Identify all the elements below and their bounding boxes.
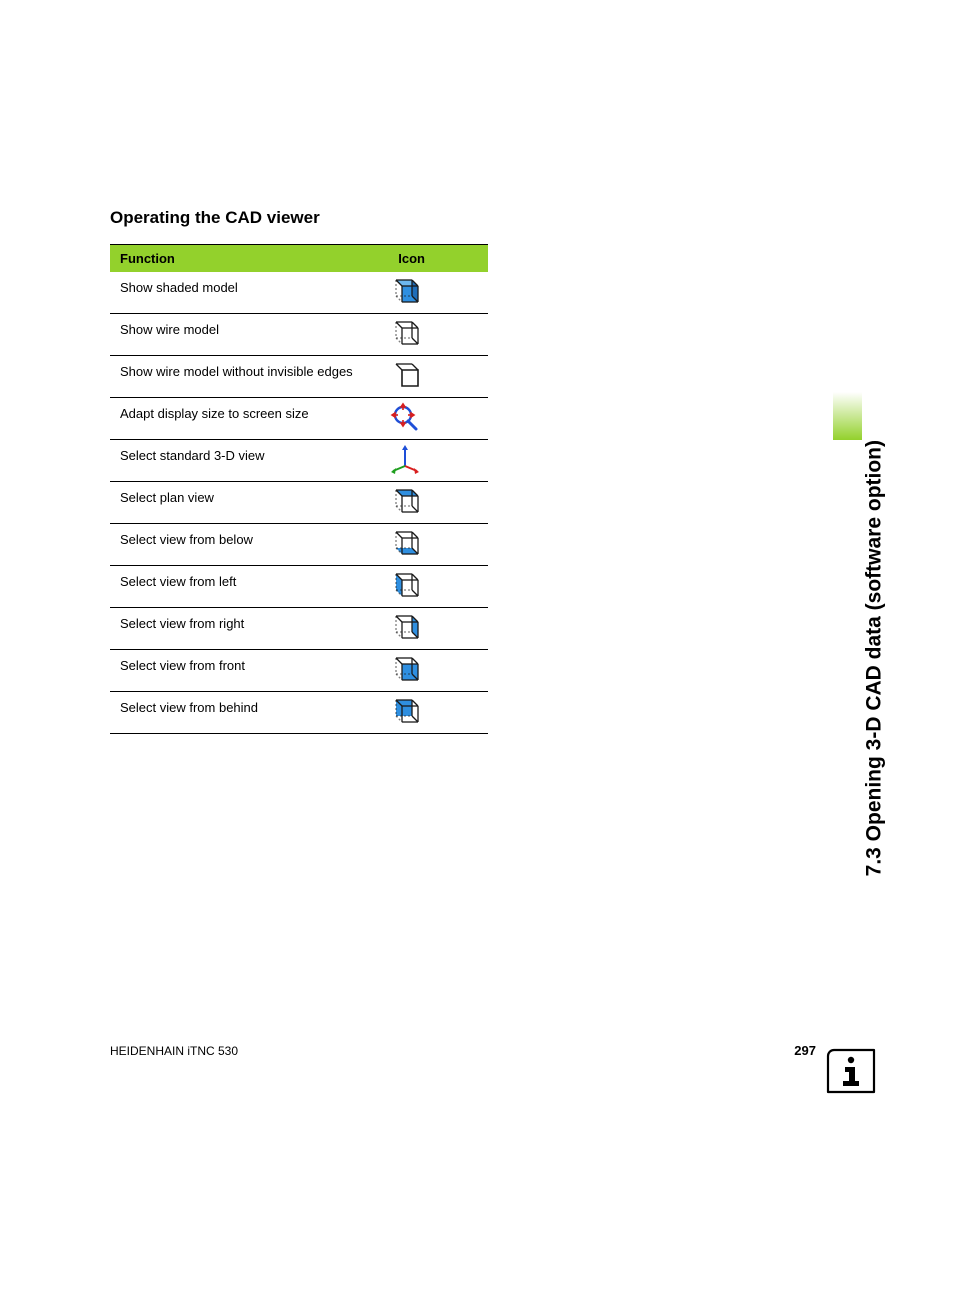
side-section-title: 7.3 Opening 3-D CAD data (software optio…: [862, 440, 886, 876]
function-label: Select view from right: [110, 608, 388, 650]
functions-tbody: Show shaded modelShow wire modelShow wir…: [110, 272, 488, 734]
th-function: Function: [110, 245, 388, 273]
footer-page-number: 297: [794, 1043, 816, 1058]
face-front-icon-cell: [388, 650, 488, 692]
function-label: Select view from left: [110, 566, 388, 608]
section-heading: Operating the CAD viewer: [110, 208, 320, 228]
table-row: Select view from behind: [110, 692, 488, 734]
table-row: Select view from left: [110, 566, 488, 608]
wire-icon-cell: [388, 314, 488, 356]
function-label: Select view from behind: [110, 692, 388, 734]
face-bottom-icon-cell: [388, 524, 488, 566]
face-front-icon: [388, 654, 422, 684]
functions-table: Function Icon Show shaded modelShow wire…: [110, 244, 488, 734]
zoom-fit-icon: [388, 402, 422, 432]
zoom-fit-icon-cell: [388, 398, 488, 440]
table-row: Show wire model without invisible edges: [110, 356, 488, 398]
face-back-icon-cell: [388, 692, 488, 734]
function-label: Select view from below: [110, 524, 388, 566]
face-top-icon-cell: [388, 482, 488, 524]
shaded-icon: [388, 276, 422, 306]
function-label: Select plan view: [110, 482, 388, 524]
footer-product: HEIDENHAIN iTNC 530: [110, 1044, 238, 1058]
face-left-icon: [388, 570, 422, 600]
function-label: Select view from front: [110, 650, 388, 692]
face-left-icon-cell: [388, 566, 488, 608]
table-row: Select view from right: [110, 608, 488, 650]
table-row: Adapt display size to screen size: [110, 398, 488, 440]
table-row: Select plan view: [110, 482, 488, 524]
face-back-icon: [388, 696, 422, 726]
function-label: Select standard 3-D view: [110, 440, 388, 482]
th-icon: Icon: [388, 245, 488, 273]
side-accent: [833, 392, 862, 440]
face-bottom-icon: [388, 528, 422, 558]
table-row: Select standard 3-D view: [110, 440, 488, 482]
function-label: Show shaded model: [110, 272, 388, 314]
wire-front-icon: [388, 360, 422, 390]
table-row: Select view from below: [110, 524, 488, 566]
face-top-icon: [388, 486, 422, 516]
function-label: Show wire model without invisible edges: [110, 356, 388, 398]
wire-icon: [388, 318, 422, 348]
function-label: Adapt display size to screen size: [110, 398, 388, 440]
axes-icon-cell: [388, 440, 488, 482]
face-right-icon: [388, 612, 422, 642]
table-row: Select view from front: [110, 650, 488, 692]
wire-front-icon-cell: [388, 356, 488, 398]
shaded-icon-cell: [388, 272, 488, 314]
face-right-icon-cell: [388, 608, 488, 650]
table-row: Show wire model: [110, 314, 488, 356]
function-label: Show wire model: [110, 314, 388, 356]
info-icon: [826, 1048, 876, 1094]
axes-icon: [388, 444, 422, 474]
table-row: Show shaded model: [110, 272, 488, 314]
